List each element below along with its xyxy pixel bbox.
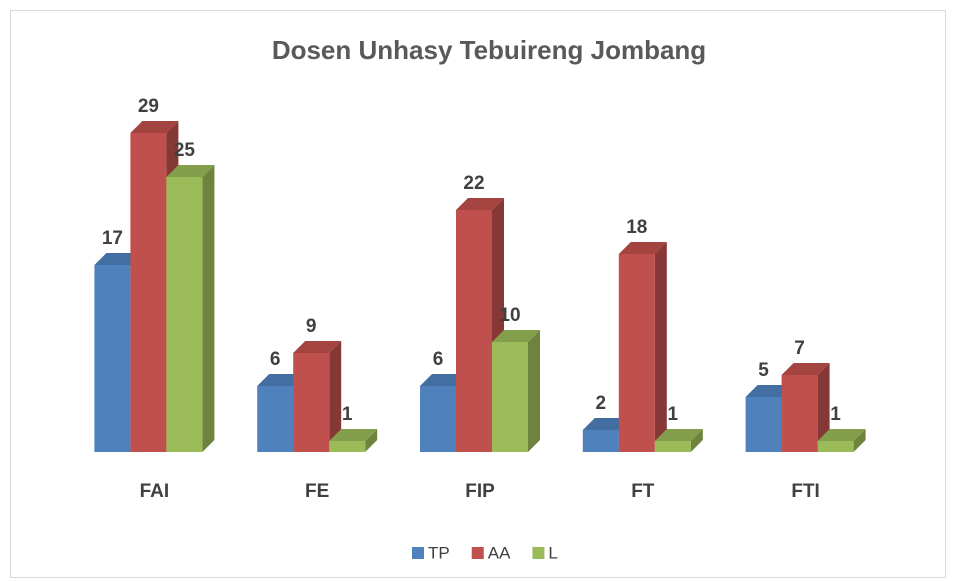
bar — [654, 441, 691, 452]
bar-side — [365, 429, 378, 452]
bar-group — [492, 330, 540, 452]
bar-group — [293, 341, 342, 452]
bar — [618, 254, 655, 452]
data-label: 1 — [830, 404, 841, 425]
bar-top — [293, 341, 342, 353]
legend-label: TP — [428, 543, 450, 562]
data-label: 29 — [138, 96, 159, 117]
chart-title: Dosen Unhasy Tebuireng Jombang — [272, 35, 706, 65]
bar-side — [329, 341, 342, 452]
bar — [329, 441, 366, 452]
bar-group — [329, 429, 378, 452]
data-label: 10 — [499, 305, 520, 326]
data-label: 1 — [342, 404, 353, 425]
bar-side — [202, 165, 215, 452]
bar — [166, 177, 203, 452]
bar — [781, 375, 818, 452]
bar-side — [690, 429, 703, 452]
data-label: 25 — [174, 140, 196, 161]
bar-group — [166, 165, 215, 452]
bar-group — [781, 363, 830, 452]
bar — [492, 342, 528, 452]
x-tick-label: FIP — [465, 481, 495, 502]
bar — [817, 441, 854, 452]
legend-label: L — [548, 543, 557, 562]
bar-top — [130, 121, 179, 133]
data-label: 6 — [433, 349, 444, 370]
bar-group — [618, 242, 667, 452]
data-label: 9 — [306, 316, 317, 337]
bar-side — [528, 330, 540, 452]
legend-label: AA — [488, 543, 511, 562]
bar-top — [781, 363, 830, 375]
bar-top — [817, 429, 866, 441]
x-tick-label: FE — [305, 481, 329, 502]
legend-item: TP — [412, 543, 450, 562]
x-tick-label: FAI — [140, 481, 170, 502]
bar-group — [817, 429, 866, 452]
data-label: 2 — [596, 393, 607, 414]
bar — [94, 265, 131, 452]
bar-group — [654, 429, 703, 452]
bar-top — [654, 429, 703, 441]
legend-swatch — [412, 547, 424, 559]
bar-side — [654, 242, 667, 452]
bar — [456, 210, 492, 452]
legend-item: L — [532, 543, 558, 562]
legend-swatch — [532, 547, 545, 559]
bar — [745, 397, 782, 452]
bar — [293, 353, 330, 452]
data-label: 7 — [794, 338, 805, 359]
legend-swatch — [471, 547, 484, 559]
bar-top — [166, 165, 215, 177]
legend-item: AA — [471, 543, 511, 562]
bar — [582, 430, 619, 452]
bar-top — [618, 242, 667, 254]
bar-top — [329, 429, 378, 441]
x-tick-label: FT — [631, 481, 655, 502]
bar — [257, 386, 294, 452]
bar-top — [456, 198, 504, 210]
bar — [130, 133, 167, 452]
bar-top — [492, 330, 540, 342]
data-label: 17 — [102, 228, 123, 249]
bar-side — [853, 429, 866, 452]
data-label: 1 — [668, 404, 679, 425]
bar — [420, 386, 456, 452]
data-label: 6 — [270, 349, 281, 370]
data-label: 22 — [463, 173, 484, 194]
x-tick-label: FTI — [791, 481, 820, 502]
data-label: 5 — [758, 360, 769, 381]
data-label: 18 — [626, 217, 647, 238]
bar-side — [817, 363, 830, 452]
